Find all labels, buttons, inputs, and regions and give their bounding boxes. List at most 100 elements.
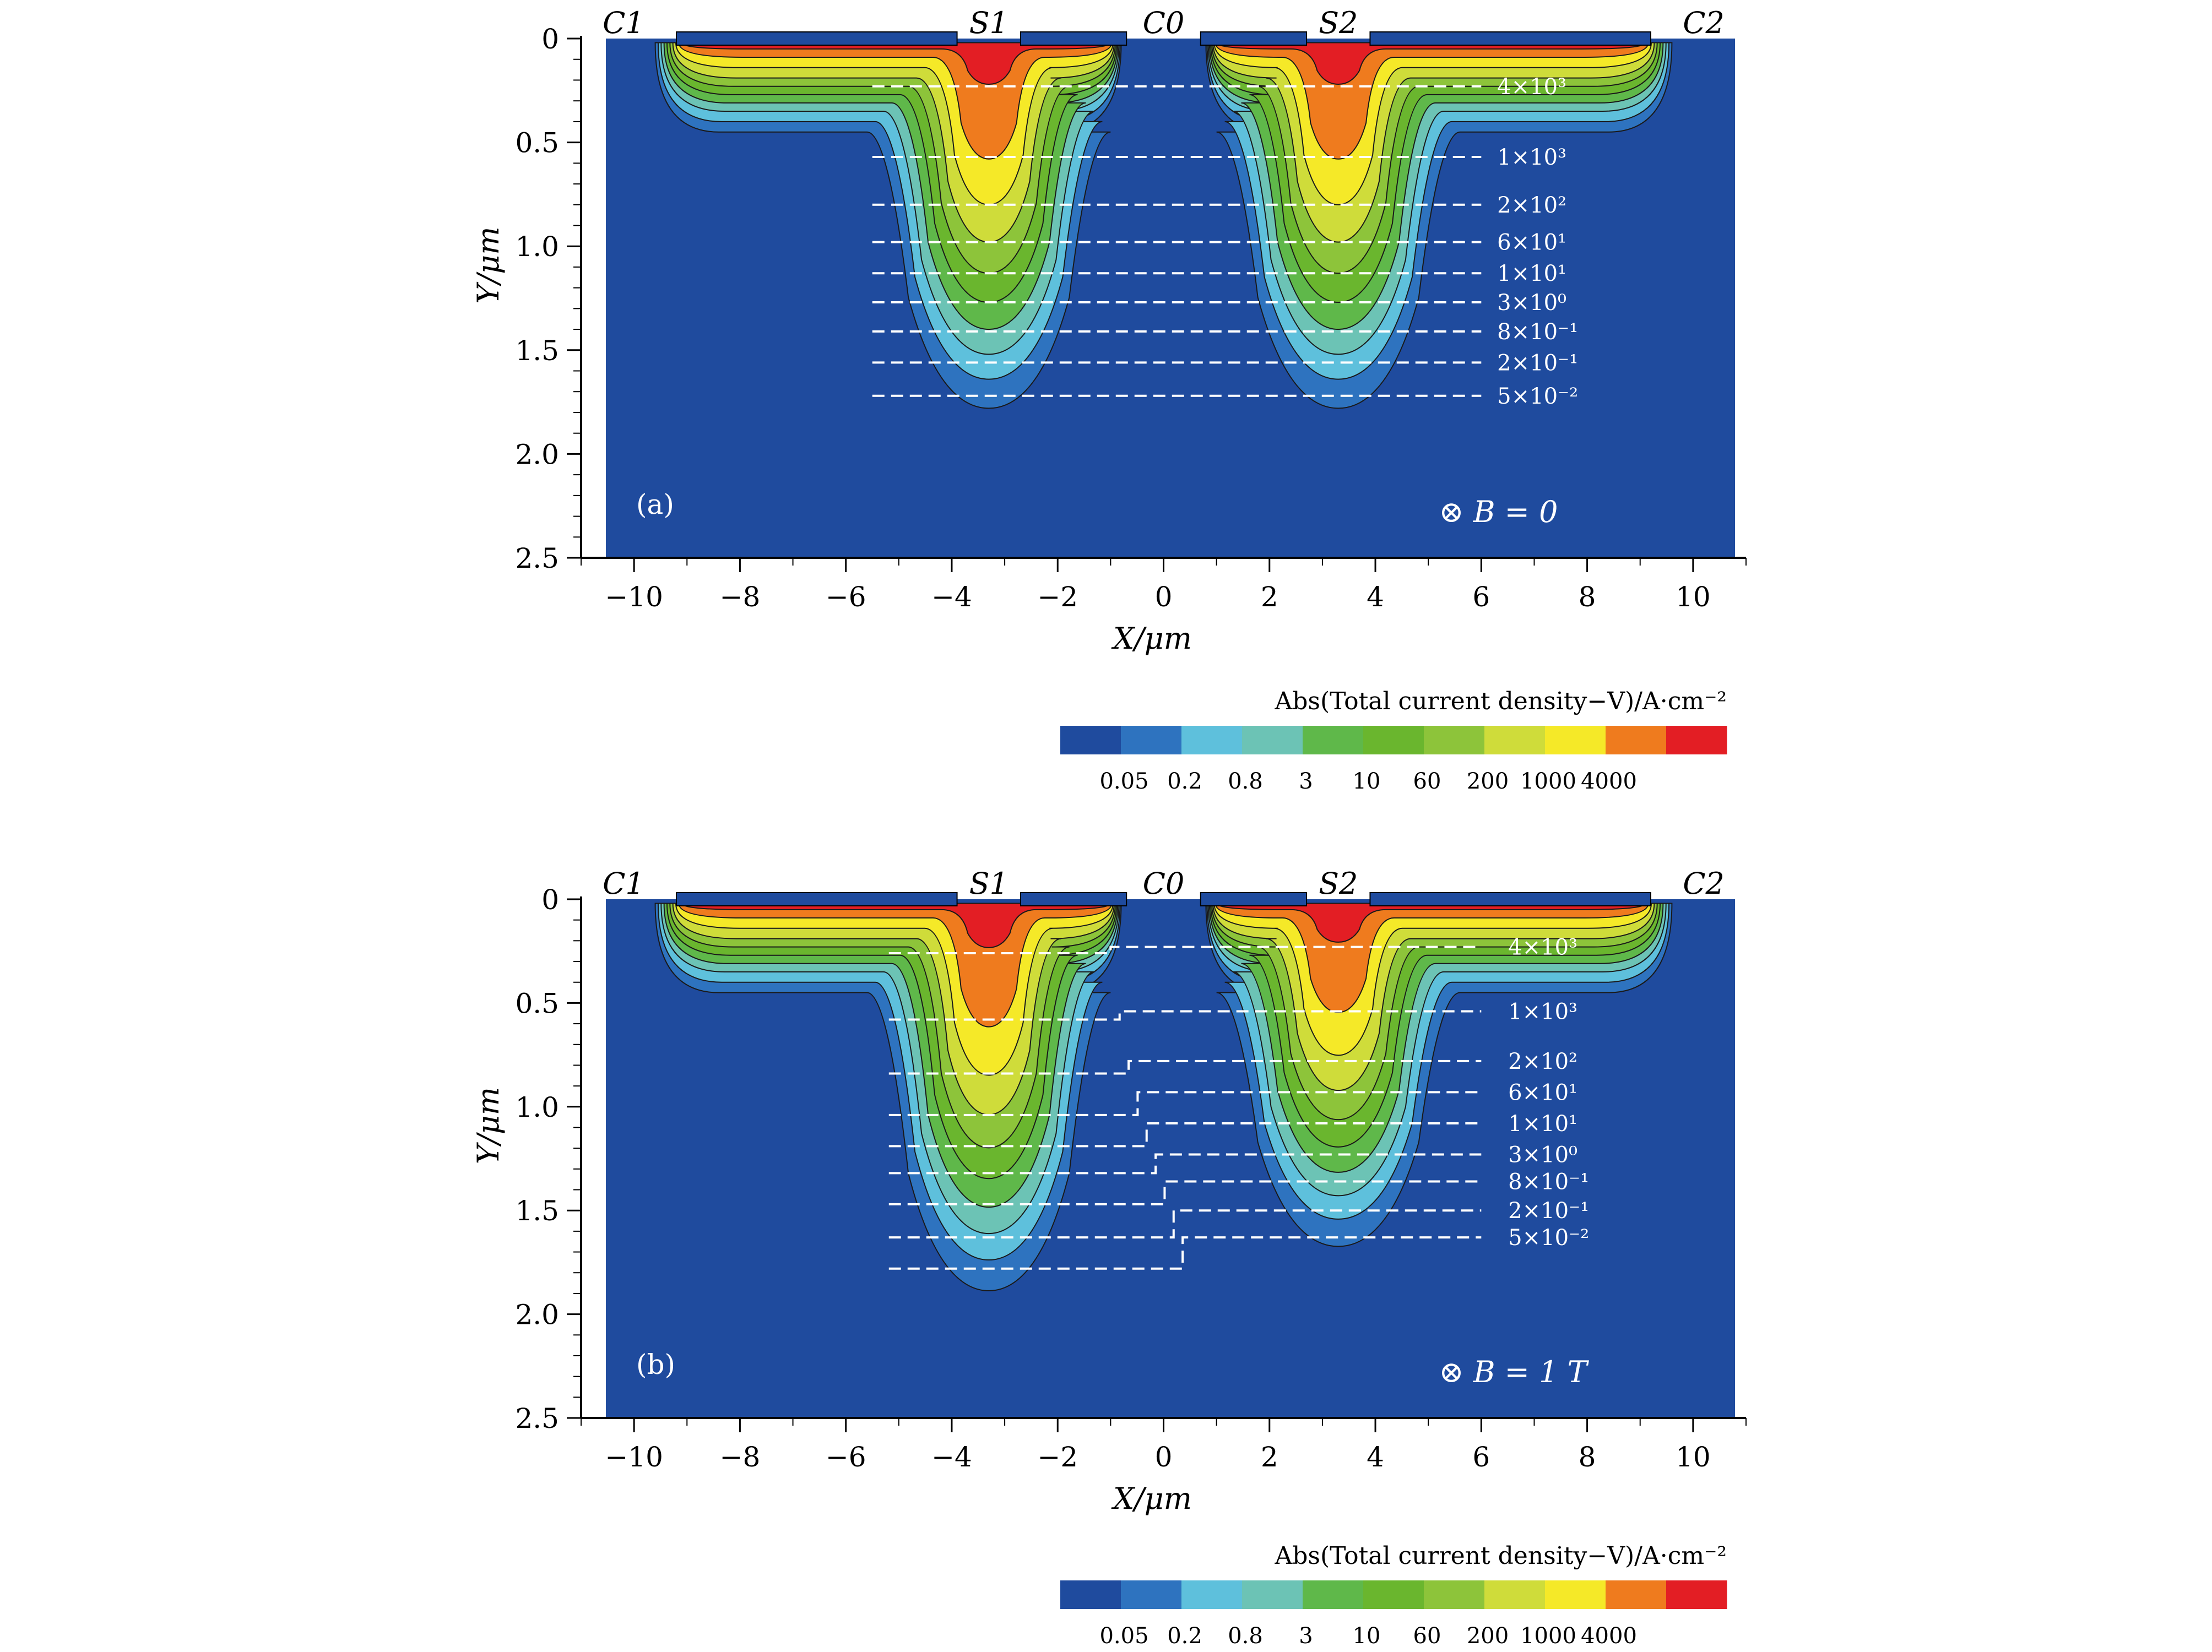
colorbar-swatch <box>1303 726 1364 754</box>
colorbar-tick-label: 1000 <box>1520 769 1576 794</box>
contour-band <box>681 903 1112 948</box>
colorbar-tick-label: 10 <box>1353 1623 1381 1649</box>
contour-level-line <box>888 1153 1482 1175</box>
contour-level-label: 5×10⁻² <box>1497 384 1578 409</box>
x-tick-label: 4 <box>1367 581 1384 613</box>
contact-label: S2 <box>1319 866 1358 901</box>
contour-level-line <box>888 1091 1482 1116</box>
contour-level-line <box>888 945 1482 954</box>
contour-level-label: 3×10⁰ <box>1497 290 1566 316</box>
colorbar-swatch <box>1060 726 1121 754</box>
colorbar-swatch <box>1606 726 1667 754</box>
contact-label: S1 <box>969 866 1009 901</box>
colorbar-swatch <box>1181 1580 1243 1609</box>
x-tick-label: 4 <box>1367 1441 1384 1473</box>
contour-level-label: 4×10³ <box>1497 74 1566 100</box>
colorbar-swatch <box>1666 726 1727 754</box>
contour-level-label: 2×10⁻¹ <box>1508 1198 1589 1224</box>
colorbar-swatch <box>1424 1580 1485 1609</box>
contact-label: S2 <box>1319 6 1358 40</box>
contour-level-label: 2×10⁻¹ <box>1497 350 1578 376</box>
x-tick-label: −4 <box>931 1441 972 1473</box>
contour-level-label: 1×10³ <box>1497 145 1566 170</box>
colorbar-swatch <box>1545 1580 1606 1609</box>
colorbar-title: Abs(Total current density−V)/A·cm⁻² <box>1274 1542 1727 1570</box>
colorbar-tick-label: 1000 <box>1520 1623 1576 1649</box>
colorbar-tick-label: 200 <box>1467 769 1509 794</box>
x-tick-label: 0 <box>1155 581 1173 613</box>
colorbar-tick-label: 3 <box>1299 769 1313 794</box>
panel-label: (a) <box>636 488 674 520</box>
contour-level-label: 5×10⁻² <box>1508 1225 1589 1251</box>
y-tick-label: 1.0 <box>515 231 559 263</box>
colorbar-swatch <box>1242 726 1303 754</box>
contour-level-label: 6×10¹ <box>1497 230 1566 256</box>
field-condition: ⊗ B = 1 T <box>1439 1355 1589 1389</box>
x-tick-label: −2 <box>1037 1441 1078 1473</box>
contact-pad <box>1200 31 1308 46</box>
x-tick-label: 10 <box>1676 581 1711 613</box>
colorbar-tick-label: 0.8 <box>1228 1623 1263 1649</box>
colorbar-tick-label: 0.2 <box>1167 1623 1202 1649</box>
y-tick-label: 1.5 <box>515 335 559 367</box>
x-tick-label: 2 <box>1261 1441 1278 1473</box>
colorbar-tick-label: 60 <box>1413 769 1441 794</box>
y-axis-title: Y/μm <box>471 1087 506 1164</box>
contour-level-label: 3×10⁰ <box>1508 1142 1577 1167</box>
y-tick-label: 0 <box>541 23 559 55</box>
contour-level-line <box>888 1122 1482 1148</box>
x-tick-label: 6 <box>1472 581 1490 613</box>
contour-level-label: 1×10³ <box>1508 999 1577 1024</box>
contact-pad <box>1020 31 1127 46</box>
colorbar-tick-label: 4000 <box>1581 1623 1637 1649</box>
y-tick-label: 0.5 <box>515 987 559 1019</box>
colorbar-swatch <box>1363 1580 1424 1609</box>
contact-pad <box>1369 31 1651 46</box>
x-tick-label: 0 <box>1155 1441 1173 1473</box>
contact-label: C2 <box>1683 866 1725 901</box>
colorbar-tick-label: 10 <box>1353 769 1381 794</box>
field-condition: ⊗ B = 0 <box>1439 494 1558 529</box>
contour-level-line <box>888 1236 1482 1270</box>
y-tick-label: 2.5 <box>515 542 559 574</box>
y-tick-label: 2.0 <box>515 1299 559 1331</box>
x-tick-label: −8 <box>720 1441 761 1473</box>
y-tick-label: 2.0 <box>515 438 559 470</box>
colorbar-swatch <box>1121 1580 1182 1609</box>
colorbar-swatch <box>1181 726 1243 754</box>
x-tick-label: 10 <box>1676 1441 1711 1473</box>
colorbar-tick-label: 3 <box>1299 1623 1313 1649</box>
contour-level-label: 4×10³ <box>1508 935 1577 960</box>
colorbar-swatch <box>1484 726 1546 754</box>
colorbar-tick-label: 0.05 <box>1099 769 1148 794</box>
colorbar-swatch <box>1424 726 1485 754</box>
contact-label: C1 <box>603 6 644 40</box>
x-tick-label: −6 <box>826 581 866 613</box>
contact-pad <box>676 31 958 46</box>
panel-a: −10 −8 −6 −4 −2 0 2 4 6 8 10 0 0.5 1.0 1.5 2.0 2.5 X/μm Y/… <box>471 6 1747 794</box>
colorbar-swatch <box>1121 726 1182 754</box>
y-tick-label: 1.5 <box>515 1195 559 1227</box>
contour-level-label: 2×10² <box>1497 193 1566 218</box>
x-tick-label: −10 <box>605 1441 663 1473</box>
contact-pad <box>1369 892 1651 906</box>
colorbar-swatch <box>1363 726 1424 754</box>
colorbar-tick-label: 4000 <box>1581 769 1637 794</box>
contour-level-line <box>888 1010 1482 1021</box>
contour-level-label: 8×10⁻¹ <box>1508 1169 1589 1194</box>
x-tick-label: −8 <box>720 581 761 613</box>
contact-label: S1 <box>969 6 1009 40</box>
colorbar-swatch <box>1666 1580 1727 1609</box>
contact-label: C2 <box>1683 6 1725 40</box>
contact-label: C0 <box>1143 866 1185 901</box>
colorbar-swatch <box>1303 1580 1364 1609</box>
colorbar-swatch <box>1484 1580 1546 1609</box>
x-tick-label: 8 <box>1579 1441 1596 1473</box>
colorbar-title: Abs(Total current density−V)/A·cm⁻² <box>1274 687 1727 715</box>
colorbar-swatch <box>1545 726 1606 754</box>
contact-pad <box>1200 892 1308 906</box>
x-tick-label: 8 <box>1579 581 1596 613</box>
y-axis-title: Y/μm <box>471 226 506 303</box>
contact-pad <box>676 892 958 906</box>
y-tick-label: 0.5 <box>515 127 559 159</box>
